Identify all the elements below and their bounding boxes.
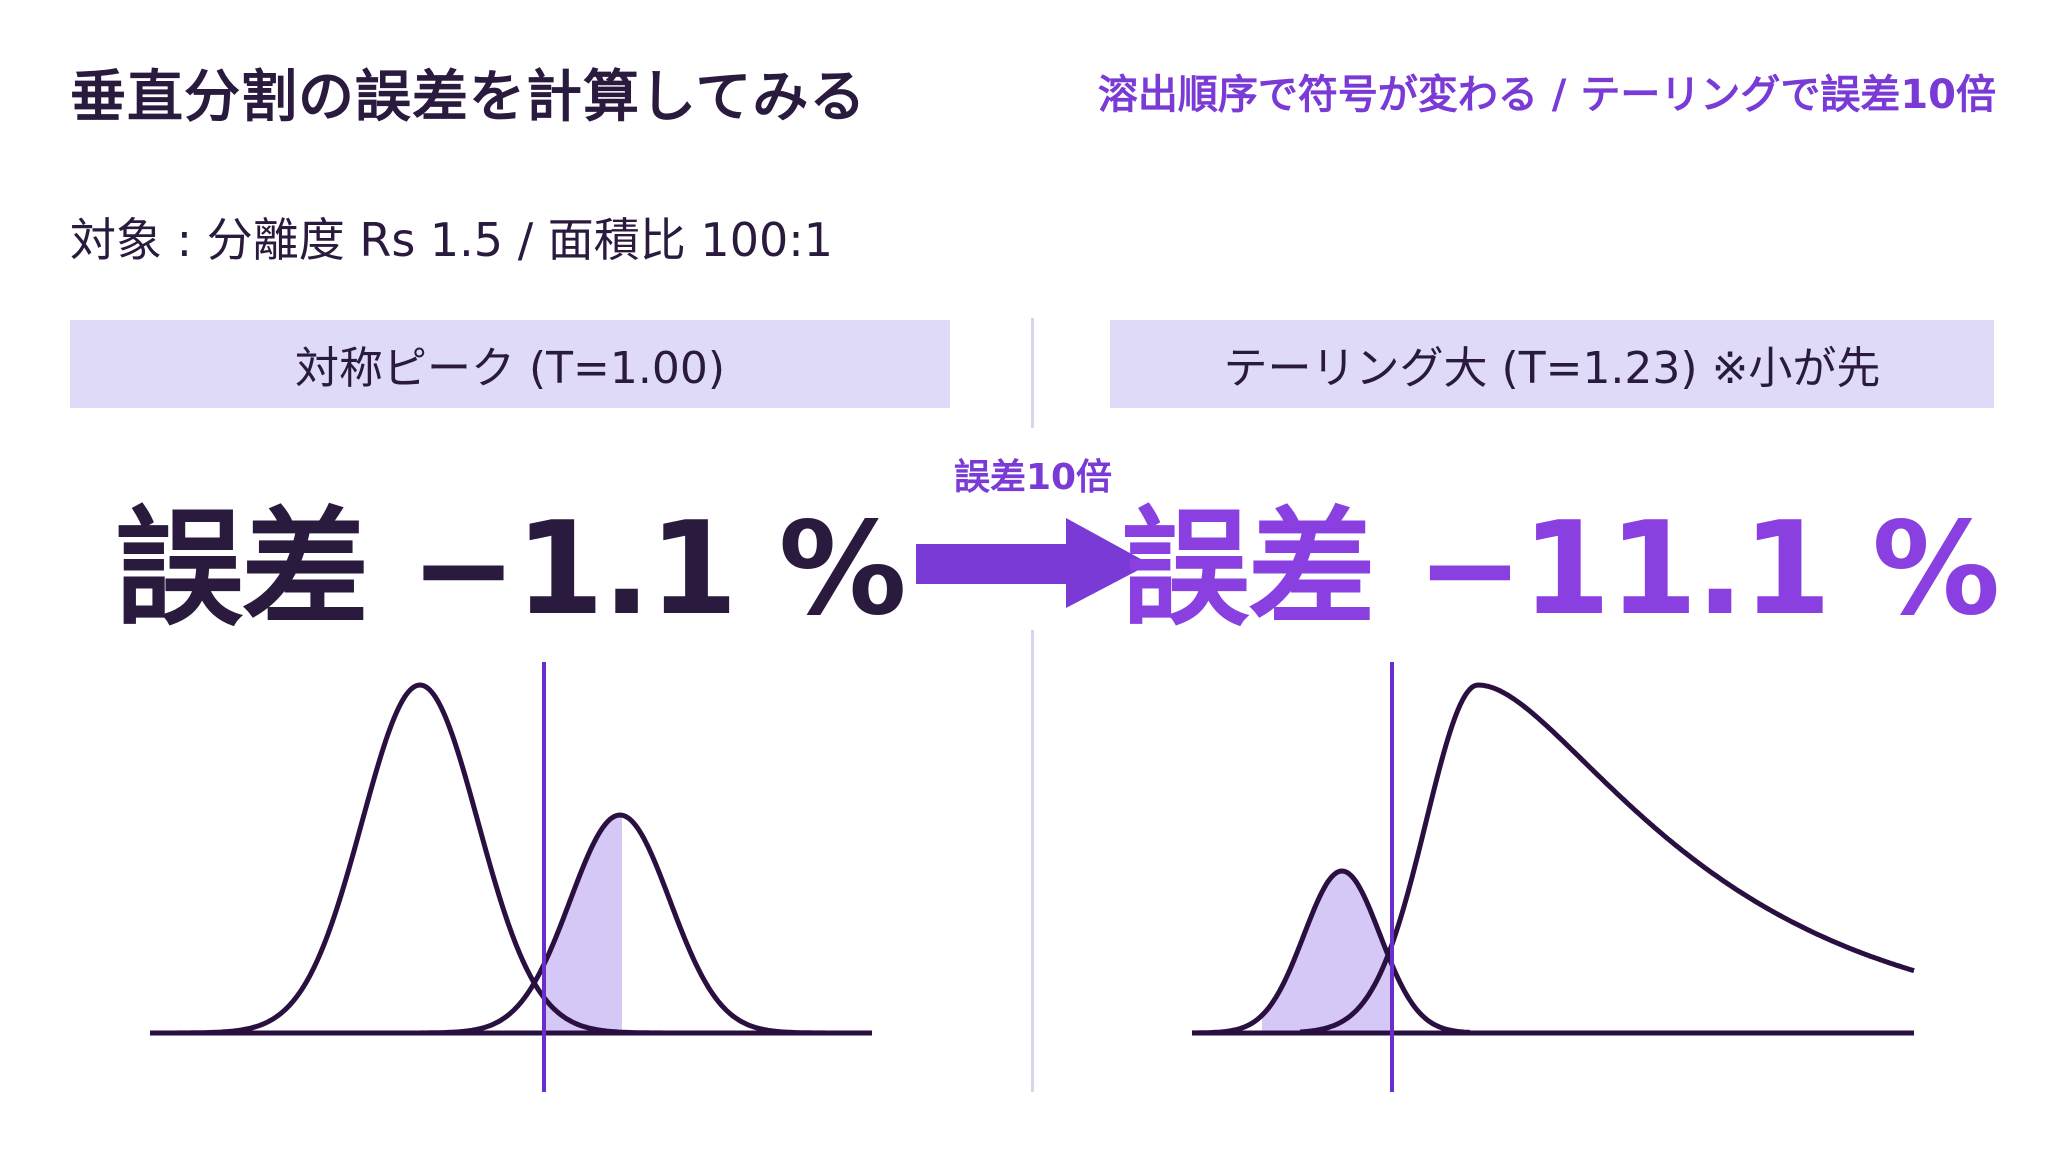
left-split-error-area: [544, 815, 622, 1033]
right-small-peak-curve: [1192, 868, 1471, 1036]
right-panel-header-label: テーリング大 (T=1.23) ※小が先: [1223, 343, 1881, 394]
page-subtitle: 溶出順序で符号が変わる / テーリングで誤差10倍: [1097, 72, 1996, 118]
center-divider-top: [1031, 318, 1034, 428]
right-large-tailing-peak-curve: [1299, 682, 1915, 1035]
center-divider-bottom: [1031, 630, 1034, 1092]
target-conditions: 対象 : 分離度 Rs 1.5 / 面積比 100:1: [70, 213, 833, 267]
right-error-value: 誤差 −11.1 %: [1121, 494, 2000, 644]
left-panel-header-label: 対称ピーク (T=1.00): [294, 343, 726, 394]
right-split-error-area: [1262, 871, 1392, 1033]
left-small-peak-curve: [420, 812, 872, 1036]
left-panel-header: 対称ピーク (T=1.00): [70, 320, 950, 408]
page-title: 垂直分割の誤差を計算してみる: [70, 65, 867, 130]
right-arrow-icon: [916, 518, 1150, 608]
right-panel-header: テーリング大 (T=1.23) ※小が先: [1110, 320, 1994, 408]
left-error-value: 誤差 −1.1 %: [115, 494, 906, 644]
arrow-label: 誤差10倍: [953, 457, 1113, 498]
